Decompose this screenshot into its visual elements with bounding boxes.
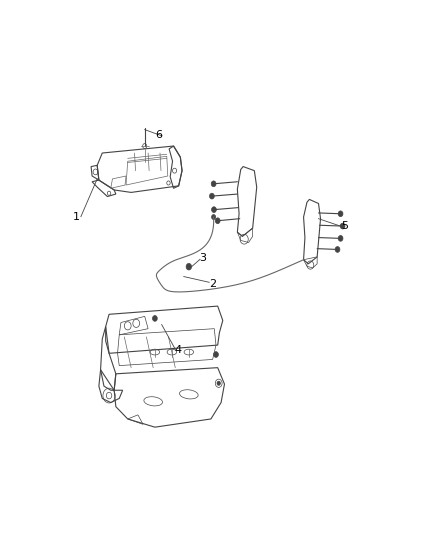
Circle shape (335, 247, 340, 252)
Text: 5: 5 (342, 222, 349, 231)
Circle shape (212, 207, 216, 213)
Circle shape (211, 181, 216, 187)
Circle shape (340, 223, 345, 229)
Circle shape (338, 211, 343, 216)
Circle shape (217, 381, 220, 385)
Circle shape (212, 215, 215, 220)
Text: 6: 6 (155, 130, 162, 140)
Circle shape (338, 236, 343, 241)
Text: 4: 4 (174, 345, 181, 356)
Circle shape (152, 316, 157, 321)
Text: 1: 1 (73, 212, 80, 222)
Circle shape (215, 218, 220, 224)
Circle shape (209, 193, 214, 199)
Circle shape (186, 263, 191, 270)
Circle shape (214, 352, 219, 358)
Text: 3: 3 (199, 253, 206, 263)
Text: 2: 2 (209, 279, 216, 288)
